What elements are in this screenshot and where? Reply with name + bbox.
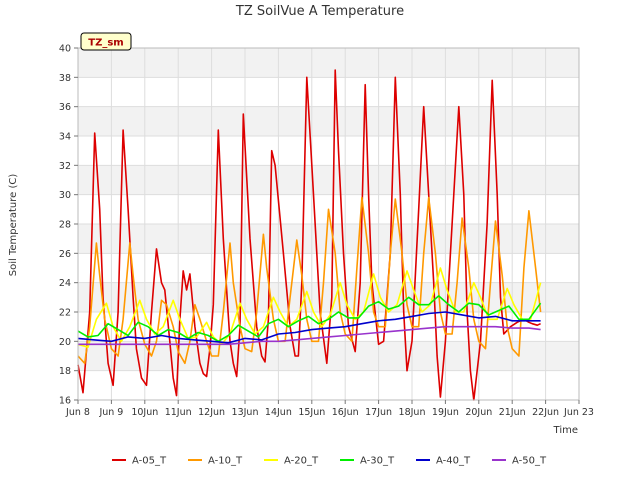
x-tick-label: 19Jun [432,407,459,418]
x-tick-label: 14Jun [265,407,292,418]
plot-band [78,106,579,136]
plot-band [78,165,579,195]
y-tick-label: 28 [59,220,71,231]
series-line-a-50-t [78,325,541,346]
x-tick-label: 18Jun [399,407,426,418]
series-line-a-05-t [77,69,541,401]
y-tick-label: 20 [59,337,71,348]
legend: A-05_T A-10_T A-20_T A-30_T A-40_T A-50_T [112,456,547,467]
y-tick-label: 38 [59,73,71,84]
site-badge-box [80,32,132,51]
y-tick-label: 36 [59,102,71,113]
x-tick-label: 13Jun [232,407,259,418]
y-tick-label: 16 [59,396,71,407]
series-line-a-40-t [77,311,541,344]
y-tick-label: 40 [59,44,71,55]
x-tick-label: 22Jun [532,407,559,418]
x-tick-label: 11Jun [165,407,192,418]
x-tick-label: Jun 23 [563,407,594,418]
legend-label: A-05_T [132,456,167,467]
x-tick-label: 12Jun [198,407,225,418]
y-tick-label: 22 [59,308,71,319]
plot-band [78,48,579,78]
plot-band [78,282,579,312]
x-axis-label: Time [553,425,578,436]
y-tick-label: 26 [59,249,71,260]
chart-title: TZ SoilVue A Temperature [235,4,404,19]
x-tick-label: 20Jun [465,407,492,418]
legend-label: A-40_T [436,456,471,467]
y-tick-label: 18 [59,366,71,377]
legend-label: A-20_T [284,456,319,467]
y-tick-label: 30 [59,190,71,201]
y-tick-label: 24 [59,278,71,289]
legend-label: A-30_T [360,456,395,467]
series-layer [77,69,542,401]
x-tick-label: Jun 8 [65,407,90,418]
legend-label: A-10_T [208,456,243,467]
x-tick-label: Jun 9 [98,407,123,418]
y-axis-label: Soil Temperature (C) [8,174,19,277]
site-badge: TZ_sm [80,32,132,51]
x-tick-label: 15Jun [298,407,325,418]
y-tick-label: 34 [59,132,71,143]
series-line-a-30-t [77,295,542,343]
x-tick-labels: Jun 8 Jun 9 10Jun 11Jun 12Jun 13Jun 14Jun 15Jun… [65,400,594,418]
plot-band [78,224,579,254]
x-tick-label: 21Jun [499,407,526,418]
site-badge-label: TZ_sm [88,38,123,49]
x-tick-label: 17Jun [365,407,392,418]
x-tick-label: 10Jun [131,407,158,418]
x-tick-label: 16Jun [332,407,359,418]
y-tick-labels: 16 18 20 22 24 26 28 30 32 34 36 38 40 [59,44,78,407]
legend-label: A-50_T [512,456,547,467]
y-tick-label: 32 [59,161,71,172]
